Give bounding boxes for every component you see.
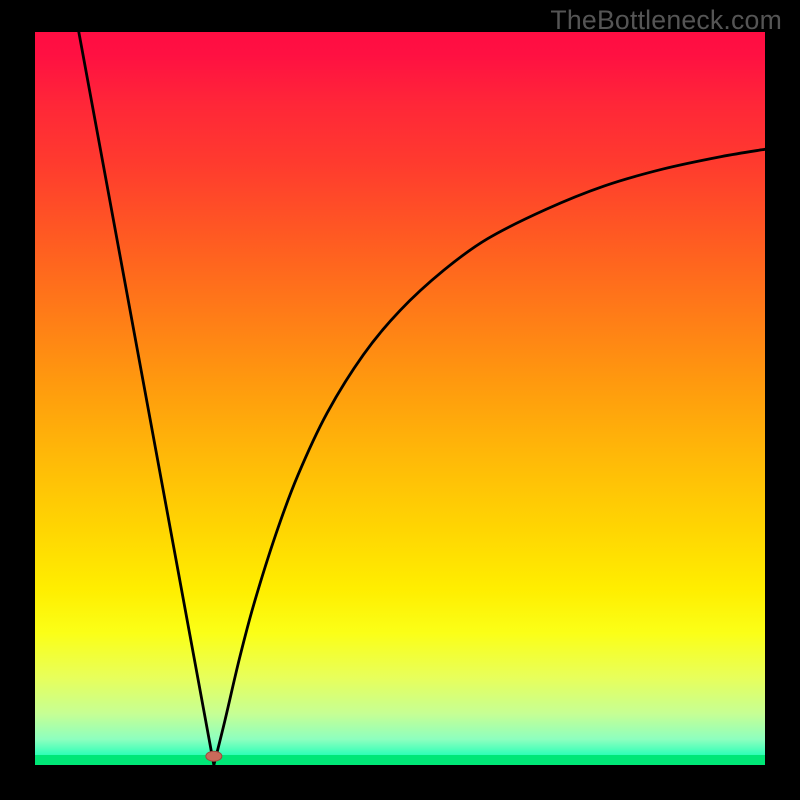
stage: TheBottleneck.com: [0, 0, 800, 800]
bottom-band: [35, 755, 765, 765]
plot-area: [35, 32, 765, 765]
chart-svg: [35, 32, 765, 765]
gradient-background: [35, 32, 765, 765]
watermark-text: TheBottleneck.com: [550, 5, 782, 36]
vertex-marker: [206, 751, 222, 761]
